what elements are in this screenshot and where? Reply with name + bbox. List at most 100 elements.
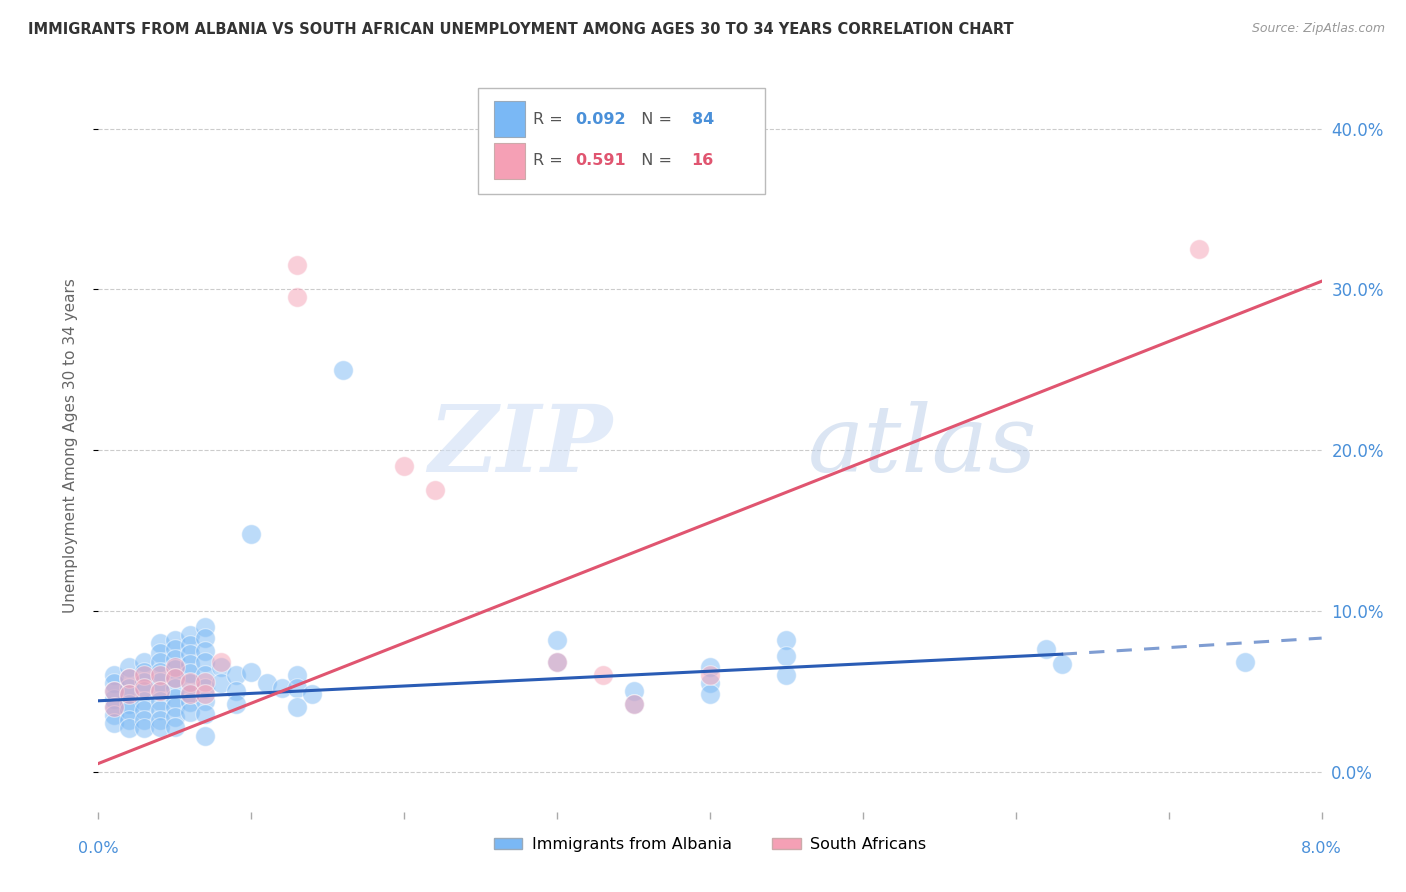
Text: 0.0%: 0.0% xyxy=(79,840,118,855)
Point xyxy=(225,684,247,698)
Text: ZIP: ZIP xyxy=(427,401,612,491)
Point xyxy=(134,674,156,689)
Point xyxy=(194,674,217,689)
Point xyxy=(179,686,201,700)
Point xyxy=(134,694,156,708)
Point xyxy=(209,660,232,674)
Point xyxy=(118,713,141,727)
Point xyxy=(149,703,172,717)
Point xyxy=(1234,655,1257,669)
FancyBboxPatch shape xyxy=(494,143,526,178)
Point xyxy=(118,721,141,735)
Text: atlas: atlas xyxy=(808,401,1038,491)
Point xyxy=(103,676,125,690)
Point xyxy=(163,660,186,674)
Point xyxy=(194,687,217,701)
Point xyxy=(118,671,141,685)
Point xyxy=(194,620,217,634)
Point xyxy=(163,700,186,714)
Point xyxy=(149,646,172,660)
Point xyxy=(103,668,125,682)
Point xyxy=(134,668,156,682)
Point xyxy=(285,258,308,272)
Point xyxy=(134,721,156,735)
Point xyxy=(194,668,217,682)
Point xyxy=(163,652,186,666)
Point xyxy=(103,700,125,714)
Point xyxy=(134,684,156,698)
Point xyxy=(179,687,201,701)
Point xyxy=(775,648,797,663)
Point xyxy=(194,706,217,721)
Point xyxy=(103,692,125,706)
Point xyxy=(179,647,201,661)
Text: 8.0%: 8.0% xyxy=(1302,840,1341,855)
Point xyxy=(118,687,141,701)
Point xyxy=(775,668,797,682)
Point xyxy=(623,697,645,711)
Point xyxy=(179,676,201,690)
Point xyxy=(134,713,156,727)
Text: IMMIGRANTS FROM ALBANIA VS SOUTH AFRICAN UNEMPLOYMENT AMONG AGES 30 TO 34 YEARS : IMMIGRANTS FROM ALBANIA VS SOUTH AFRICAN… xyxy=(28,22,1014,37)
Point xyxy=(285,681,308,695)
Point xyxy=(118,703,141,717)
Point xyxy=(775,632,797,647)
Point xyxy=(699,687,721,701)
Point xyxy=(1035,642,1057,657)
Point xyxy=(1050,657,1073,671)
Point xyxy=(103,684,125,698)
Point xyxy=(118,681,141,695)
Point xyxy=(163,662,186,676)
Point xyxy=(134,665,156,679)
Point xyxy=(149,684,172,698)
Point xyxy=(285,668,308,682)
Point xyxy=(134,681,156,695)
Text: Source: ZipAtlas.com: Source: ZipAtlas.com xyxy=(1251,22,1385,36)
Point xyxy=(179,628,201,642)
Point xyxy=(163,710,186,724)
Point xyxy=(194,694,217,708)
Point xyxy=(163,632,186,647)
Point xyxy=(225,668,247,682)
Text: 16: 16 xyxy=(692,153,714,169)
Point xyxy=(179,666,201,681)
Point xyxy=(163,671,186,685)
Point xyxy=(103,684,125,698)
FancyBboxPatch shape xyxy=(478,87,765,194)
Point xyxy=(118,687,141,701)
Point xyxy=(118,660,141,674)
Text: 0.092: 0.092 xyxy=(575,112,626,127)
Point xyxy=(118,671,141,685)
Point xyxy=(1188,242,1211,256)
Point xyxy=(194,729,217,743)
Point xyxy=(270,681,294,695)
Point xyxy=(134,703,156,717)
Text: N =: N = xyxy=(630,112,676,127)
Point xyxy=(194,631,217,645)
Point xyxy=(423,483,446,498)
Y-axis label: Unemployment Among Ages 30 to 34 years: Unemployment Among Ages 30 to 34 years xyxy=(63,278,77,614)
Point xyxy=(285,290,308,304)
Point xyxy=(699,668,721,682)
Text: R =: R = xyxy=(533,153,568,169)
Point xyxy=(699,676,721,690)
Point xyxy=(240,665,263,679)
Text: 84: 84 xyxy=(692,112,714,127)
Point xyxy=(103,700,125,714)
Point xyxy=(285,700,308,714)
Point xyxy=(699,660,721,674)
Point xyxy=(149,713,172,727)
Point xyxy=(118,697,141,711)
Point xyxy=(149,684,172,698)
Point xyxy=(163,681,186,695)
Point xyxy=(301,687,323,701)
Legend: Immigrants from Albania, South Africans: Immigrants from Albania, South Africans xyxy=(488,830,932,859)
Point xyxy=(149,694,172,708)
Point xyxy=(179,657,201,671)
Point xyxy=(149,665,172,679)
Point xyxy=(194,644,217,658)
Point xyxy=(392,459,416,474)
Point xyxy=(149,674,172,689)
Text: 0.591: 0.591 xyxy=(575,153,626,169)
Point xyxy=(179,674,201,689)
